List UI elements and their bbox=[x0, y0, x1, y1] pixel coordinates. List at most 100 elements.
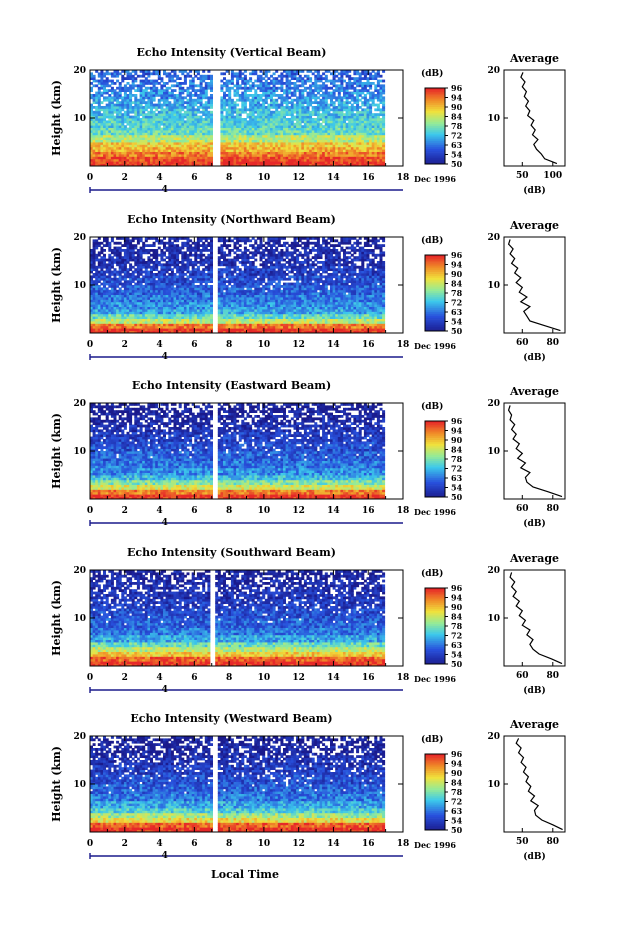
heatmap-cell bbox=[121, 70, 125, 73]
heatmap-cell bbox=[160, 330, 164, 334]
heatmap-cell bbox=[126, 134, 130, 138]
heatmap-cell bbox=[251, 122, 255, 126]
heatmap-cell bbox=[139, 325, 143, 329]
heatmap-cell bbox=[105, 137, 109, 140]
heatmap-cell bbox=[160, 127, 164, 131]
heatmap-cell bbox=[233, 139, 237, 143]
heatmap-cell bbox=[343, 101, 346, 104]
heatmap-cell bbox=[374, 89, 378, 92]
heatmap-cell bbox=[277, 158, 281, 162]
heatmap-cell bbox=[223, 77, 226, 80]
heatmap-cell bbox=[95, 161, 99, 164]
heatmap-cell bbox=[319, 94, 323, 97]
heatmap-cell bbox=[376, 313, 380, 317]
heatmap-cell bbox=[236, 321, 240, 324]
heatmap-cell bbox=[277, 113, 281, 116]
heatmap-cell bbox=[296, 115, 300, 119]
heatmap-cell bbox=[160, 96, 164, 100]
heatmap-cell bbox=[311, 330, 315, 334]
heatmap-cell bbox=[361, 77, 365, 80]
heatmap-cell bbox=[92, 311, 96, 315]
heatmap-cell bbox=[267, 91, 271, 95]
heatmap-cell bbox=[157, 313, 161, 317]
heatmap-cell bbox=[199, 149, 203, 152]
heatmap-cell bbox=[113, 151, 117, 155]
heatmap-cell bbox=[241, 316, 245, 319]
heatmap-cell bbox=[113, 120, 117, 124]
heatmap-cell bbox=[223, 72, 226, 76]
heatmap-cell bbox=[374, 316, 378, 319]
heatmap-cell bbox=[322, 139, 326, 143]
heatmap-cell bbox=[296, 125, 300, 128]
heatmap-cell bbox=[165, 151, 169, 155]
heatmap-cell bbox=[210, 125, 213, 128]
heatmap-cell bbox=[296, 110, 300, 114]
heatmap-cell bbox=[301, 311, 305, 315]
heatmap-cell bbox=[379, 137, 383, 140]
heatmap-cell bbox=[350, 94, 354, 97]
heatmap-cell bbox=[337, 125, 341, 128]
heatmap-cell bbox=[220, 89, 224, 92]
heatmap-cell bbox=[275, 132, 279, 136]
heatmap-cell bbox=[343, 89, 346, 92]
heatmap-cell bbox=[139, 144, 143, 148]
heatmap-cell bbox=[189, 96, 193, 100]
heatmap-cell bbox=[319, 330, 323, 334]
heatmap-cell bbox=[324, 330, 328, 334]
heatmap-cell bbox=[113, 91, 117, 95]
heatmap-cell bbox=[92, 154, 96, 157]
heatmap-cell bbox=[129, 316, 133, 319]
heatmap-cell bbox=[230, 328, 234, 331]
heatmap-cell bbox=[178, 330, 182, 334]
heatmap-cell bbox=[374, 74, 378, 78]
heatmap-cell bbox=[249, 313, 253, 317]
heatmap-cell bbox=[142, 74, 146, 78]
heatmap-cell bbox=[316, 154, 320, 157]
heatmap-cell bbox=[243, 132, 247, 136]
heatmap-cell bbox=[262, 86, 266, 90]
heatmap-cell bbox=[168, 125, 172, 128]
heatmap-cell bbox=[97, 328, 101, 331]
heatmap-cell bbox=[343, 313, 346, 317]
heatmap-cell bbox=[277, 86, 281, 90]
heatmap-cell bbox=[210, 106, 213, 109]
heatmap-cell bbox=[319, 113, 323, 116]
heatmap-cell bbox=[366, 321, 370, 324]
heatmap-cell bbox=[330, 94, 333, 97]
heatmap-cell bbox=[210, 89, 213, 92]
heatmap-cell bbox=[277, 321, 281, 324]
heatmap-cell bbox=[311, 328, 315, 331]
heatmap-cell bbox=[340, 70, 344, 73]
heatmap-cell bbox=[259, 321, 263, 324]
heatmap-cell bbox=[189, 132, 193, 136]
heatmap-cell bbox=[189, 142, 193, 145]
heatmap-cell bbox=[144, 82, 148, 85]
heatmap-cell bbox=[285, 328, 289, 331]
heatmap-cell bbox=[123, 139, 127, 143]
heatmap-cell bbox=[189, 118, 193, 121]
heatmap-cell bbox=[337, 325, 341, 329]
heatmap-cell bbox=[309, 103, 313, 107]
heatmap-cell bbox=[243, 82, 247, 85]
heatmap-cell bbox=[343, 118, 346, 121]
heatmap-cell bbox=[105, 144, 109, 148]
heatmap-cell bbox=[202, 163, 206, 167]
heatmap-cell bbox=[108, 113, 112, 116]
heatmap-cell bbox=[322, 325, 326, 329]
heatmap-cell bbox=[371, 139, 375, 143]
heatmap-cell bbox=[332, 154, 336, 157]
heatmap-cell bbox=[207, 82, 211, 85]
heatmap-cell bbox=[277, 118, 281, 121]
heatmap-cell bbox=[136, 144, 140, 148]
heatmap-cell bbox=[110, 144, 114, 148]
heatmap-cell bbox=[335, 318, 339, 322]
heatmap-cell bbox=[228, 132, 232, 136]
heatmap-cell bbox=[150, 328, 153, 331]
heatmap-cell bbox=[173, 321, 177, 324]
heatmap-cell bbox=[207, 115, 211, 119]
heatmap-cell bbox=[246, 316, 250, 319]
heatmap-cell bbox=[316, 77, 320, 80]
heatmap-cell bbox=[105, 321, 109, 324]
heatmap-cell bbox=[272, 122, 276, 126]
heatmap-cell bbox=[241, 103, 245, 107]
